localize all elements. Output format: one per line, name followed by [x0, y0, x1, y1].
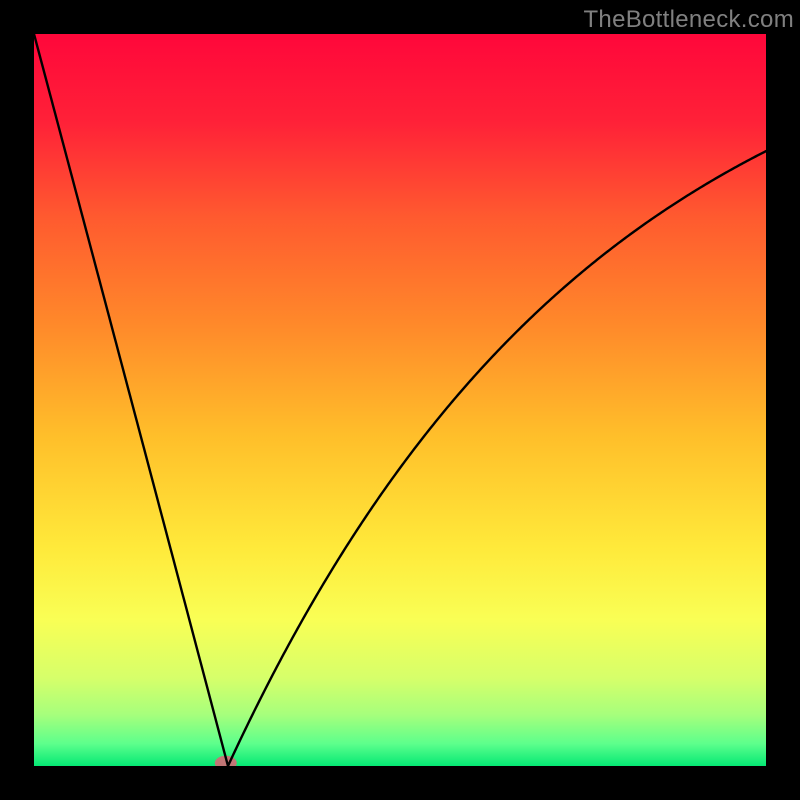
watermark-text: TheBottleneck.com	[583, 6, 794, 34]
bottleneck-curve	[34, 34, 766, 766]
plot-frame	[34, 34, 766, 766]
chart-stage: TheBottleneck.com	[0, 0, 800, 800]
curve-layer	[34, 34, 766, 766]
plot-area	[34, 34, 766, 766]
